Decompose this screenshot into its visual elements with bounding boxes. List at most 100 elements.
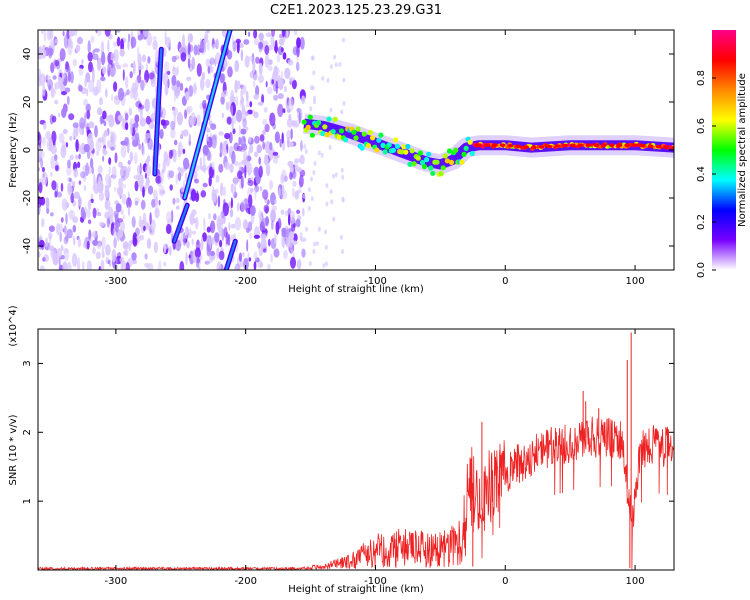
noise-speckle [61, 198, 68, 211]
noise-speckle [302, 193, 306, 199]
noise-speckle [85, 103, 91, 113]
noise-speckle [168, 149, 173, 159]
noise-speckle [51, 180, 57, 191]
noise-speckle [66, 261, 72, 270]
noise-speckle [189, 117, 194, 126]
noise-speckle [67, 159, 71, 169]
noise-speckle [292, 187, 295, 198]
noise-speckle [96, 150, 99, 156]
noise-speckle [264, 45, 270, 55]
noise-speckle [128, 240, 132, 252]
noise-speckle [115, 203, 122, 213]
noise-speckle [86, 209, 91, 219]
colorbar-tick-label: 0.4 [696, 166, 707, 182]
noise-speckle [140, 199, 146, 210]
noise-speckle [113, 237, 117, 249]
noise-speckle [240, 135, 247, 149]
noise-speckle [217, 195, 221, 208]
noise-speckle [73, 127, 76, 134]
noise-speckle [234, 60, 240, 72]
noise-speckle [278, 75, 281, 83]
noise-speckle [127, 206, 131, 216]
noise-speckle [203, 162, 206, 175]
noise-speckle [64, 226, 68, 237]
noise-speckle [130, 36, 134, 50]
snr-ticks: -300 -200 -100 0 100 1 2 3 [22, 329, 674, 587]
noise-speckle [210, 123, 217, 130]
noise-speckle [243, 151, 248, 165]
noise-speckle [96, 242, 102, 250]
noise-speckle [252, 59, 256, 73]
noise-speckle [227, 233, 231, 246]
noise-speckle [227, 66, 233, 78]
noise-speckle [269, 142, 273, 151]
noise-speckle [231, 150, 236, 165]
noise-speckle [176, 205, 180, 210]
track-peak [663, 145, 670, 149]
noise-speckle [123, 166, 128, 171]
noise-speckle [281, 132, 284, 144]
noise-speckle [97, 137, 104, 143]
noise-speckle [50, 155, 55, 170]
noise-speckle [99, 115, 104, 125]
noise-speckle [167, 78, 170, 89]
noise-speckle [51, 130, 57, 144]
noise-speckle [279, 34, 283, 39]
noise-speckle [259, 134, 265, 142]
track-cell [459, 159, 465, 165]
noise-speckle [253, 30, 258, 39]
noise-speckle [236, 109, 243, 123]
snr-ylabel: SNR (10 * v/v) [8, 414, 19, 485]
noise-speckle [257, 101, 264, 106]
noise-speckle [144, 79, 147, 86]
noise-speckle [54, 191, 58, 198]
noise-speckle [62, 128, 68, 135]
noise-speckle [282, 108, 286, 113]
noise-speckle [303, 144, 307, 150]
noise-speckle [258, 32, 264, 41]
noise-speckle [194, 164, 200, 172]
streak-core [153, 48, 163, 176]
noise-speckle [242, 118, 247, 129]
noise-speckle [149, 212, 152, 225]
track-peak [562, 143, 568, 148]
noise-speckle [72, 236, 75, 242]
track-cell [426, 151, 432, 157]
noise-speckle [163, 243, 169, 250]
noise-speckle [292, 122, 299, 128]
noise-speckle [185, 251, 188, 266]
noise-speckle [144, 69, 150, 83]
noise-speckle [88, 61, 93, 73]
noise-speckle [68, 177, 72, 182]
noise-speckle [255, 85, 260, 97]
noise-speckle [108, 114, 114, 121]
noise-speckle [170, 128, 176, 139]
noise-speckle [125, 197, 132, 209]
noise-speckle [40, 48, 47, 59]
noise-speckle [179, 261, 185, 270]
noise-speckle [296, 37, 301, 49]
noise-speckle [104, 184, 110, 190]
noise-speckle [105, 244, 111, 256]
noise-speckle [286, 228, 289, 235]
noise-speckle [307, 206, 311, 212]
noise-speckle [62, 261, 68, 270]
noise-speckle [90, 193, 94, 199]
track-peak [546, 144, 553, 149]
x-tick-label: 0 [502, 576, 508, 587]
track-peak [476, 143, 483, 147]
noise-speckle [193, 44, 198, 56]
noise-speckle [133, 152, 138, 165]
y-tick-label: 1 [22, 498, 33, 504]
noise-speckle [340, 109, 344, 115]
noise-speckle [118, 177, 123, 188]
noise-speckle [235, 95, 239, 107]
noise-speckle [75, 44, 81, 53]
noise-speckle [232, 233, 237, 239]
noise-speckle [105, 173, 111, 185]
noise-speckle [96, 107, 103, 116]
noise-speckle [187, 57, 191, 69]
noise-speckle [113, 49, 119, 63]
